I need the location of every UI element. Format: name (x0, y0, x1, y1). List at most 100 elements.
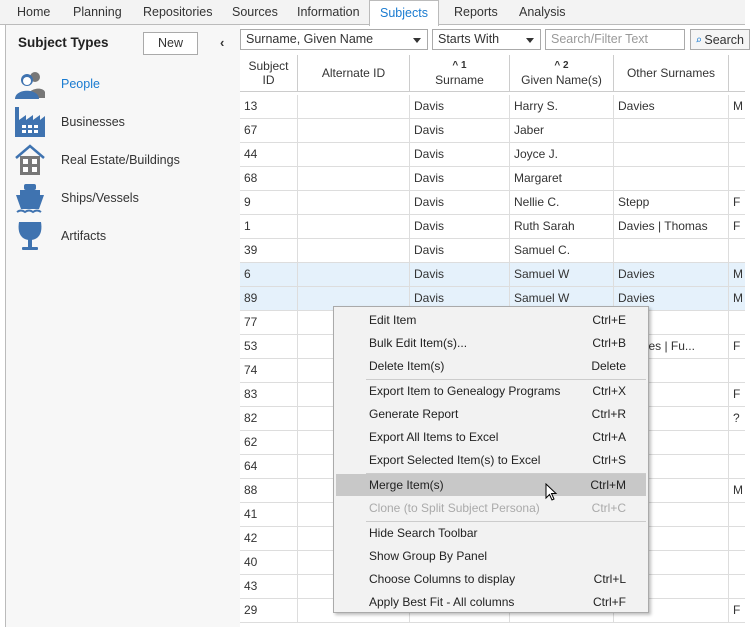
menu-item-export-selected-item-s-to-excel[interactable]: Export Selected Item(s) to Excel Ctrl+S (336, 449, 646, 471)
tab-sources[interactable]: Sources (232, 5, 278, 19)
tab-subjects[interactable]: Subjects (369, 0, 439, 26)
column-header-alternate-id[interactable]: Alternate ID (298, 55, 410, 92)
table-row[interactable]: 9 Davis Nellie C. Stepp F (240, 191, 745, 215)
sidebar-item-people[interactable]: People (14, 67, 100, 101)
table-cell (614, 359, 729, 383)
menu-item-hide-search-toolbar[interactable]: Hide Search Toolbar (336, 522, 646, 544)
menu-item-generate-report[interactable]: Generate Report Ctrl+R (336, 403, 646, 425)
menu-item-show-group-by-panel[interactable]: Show Group By Panel (336, 545, 646, 567)
table-cell: 64 (240, 455, 298, 479)
table-cell (729, 311, 745, 335)
tab-home[interactable]: Home (17, 5, 51, 19)
ribbon-tabs: Home Planning Repositories Sources Informati… (0, 0, 745, 26)
table-cell: 67 (240, 119, 298, 143)
sidebar-item-artifacts[interactable]: Artifacts (14, 219, 106, 253)
table-cell: F (729, 335, 745, 359)
column-header-extra[interactable] (729, 55, 745, 92)
menu-item-export-all-items-to-excel[interactable]: Export All Items to Excel Ctrl+A (336, 426, 646, 448)
tab-planning[interactable]: Planning (73, 5, 122, 19)
menu-separator (366, 521, 646, 522)
sidebar-item-label: People (61, 77, 100, 91)
tab-repositories[interactable]: Repositories (143, 5, 213, 19)
column-header-subject-id[interactable]: Subject ID (240, 55, 298, 92)
table-cell: Davies (614, 263, 729, 287)
menu-item-delete-item-s[interactable]: Delete Item(s) Delete (336, 355, 646, 377)
context-menu: Edit Item Ctrl+E Bulk Edit Item(s)... Ctrl+… (333, 306, 649, 613)
table-cell: Joyce J. (510, 143, 614, 167)
table-cell (298, 143, 410, 167)
menu-item-merge-item-s[interactable]: Merge Item(s) Ctrl+M (336, 474, 646, 496)
menu-item-label: Export Selected Item(s) to Excel (369, 453, 541, 467)
table-row[interactable]: 67 Davis Jaber (240, 119, 745, 143)
new-button[interactable]: New (143, 32, 198, 55)
column-header-surname[interactable]: ^ 1 Surname (410, 55, 510, 92)
table-cell: F (729, 215, 745, 239)
table-cell: 88 (240, 479, 298, 503)
menu-item-label: Apply Best Fit - All columns (369, 595, 515, 609)
menu-item-apply-best-fit-all-columns[interactable]: Apply Best Fit - All columns Ctrl+F (336, 591, 646, 613)
menu-item-edit-item[interactable]: Edit Item Ctrl+E (336, 309, 646, 331)
column-header-label: Other Surnames (626, 66, 716, 80)
table-cell (298, 95, 410, 119)
menu-item-clone-to-split-subject-persona: Clone (to Split Subject Persona) Ctrl+C (336, 497, 646, 519)
menu-item-label: Merge Item(s) (369, 478, 444, 492)
search-mode-value: Starts With (438, 32, 500, 46)
table-row[interactable]: 39 Davis Samuel C. (240, 239, 745, 263)
sidebar-item-businesses[interactable]: Businesses (14, 105, 125, 139)
table-cell: 29 (240, 599, 298, 623)
table-cell: 53 (240, 335, 298, 359)
table-cell: F (729, 191, 745, 215)
table-row[interactable]: 44 Davis Joyce J. (240, 143, 745, 167)
table-cell (298, 119, 410, 143)
table-cell: M (729, 263, 745, 287)
menu-item-export-item-to-genealogy-programs[interactable]: Export Item to Genealogy Programs Ctrl+X (336, 380, 646, 402)
search-field-dropdown[interactable]: Surname, Given Name (240, 29, 428, 50)
table-cell: 44 (240, 143, 298, 167)
sidebar-item-ships-vessels[interactable]: Ships/Vessels (14, 181, 139, 215)
search-mode-dropdown[interactable]: Starts With (432, 29, 541, 50)
collapse-panel-button[interactable]: ‹ (220, 35, 225, 50)
tab-analysis[interactable]: Analysis (519, 5, 566, 19)
menu-item-shortcut: Ctrl+B (592, 336, 626, 350)
search-input[interactable]: Search/Filter Text (545, 29, 685, 50)
table-cell (298, 263, 410, 287)
column-header-other-surnames[interactable]: Other Surnames (614, 55, 729, 92)
menu-item-shortcut: Ctrl+C (591, 501, 626, 515)
table-cell: Davies (614, 287, 729, 311)
table-cell: 74 (240, 359, 298, 383)
tab-reports[interactable]: Reports (454, 5, 498, 19)
sort-indicator: ^ 1 (452, 60, 467, 71)
table-cell: 42 (240, 527, 298, 551)
table-cell (729, 431, 745, 455)
menu-item-label: Bulk Edit Item(s)... (369, 336, 468, 350)
search-button[interactable]: Search (690, 29, 750, 50)
table-cell: Davis (410, 215, 510, 239)
table-cell: Samuel W (510, 263, 614, 287)
table-row[interactable]: 13 Davis Harry S. Davies M (240, 95, 745, 119)
table-row[interactable]: 1 Davis Ruth Sarah Davies | Thomas F (240, 215, 745, 239)
tab-information[interactable]: Information (297, 5, 360, 19)
menu-item-label: Delete Item(s) (369, 359, 445, 373)
menu-separator (366, 473, 646, 474)
table-row[interactable]: 6 Davis Samuel W Davies M (240, 263, 745, 287)
table-cell (614, 455, 729, 479)
menu-item-choose-columns-to-display[interactable]: Choose Columns to display Ctrl+L (336, 568, 646, 590)
table-cell (614, 431, 729, 455)
sidebar-item-real-estate-buildings[interactable]: Real Estate/Buildings (14, 143, 180, 177)
table-row[interactable]: 68 Davis Margaret (240, 167, 745, 191)
table-cell: Nellie C. (510, 191, 614, 215)
table-cell (614, 239, 729, 263)
menu-item-label: Choose Columns to display (369, 572, 516, 586)
sidebar-item-label: Artifacts (61, 229, 107, 243)
table-cell (729, 167, 745, 191)
search-icon (696, 37, 702, 42)
table-cell (614, 599, 729, 623)
table-cell: 13 (240, 95, 298, 119)
table-cell: Stepp (614, 191, 729, 215)
sidebar-item-label: Real Estate/Buildings (61, 153, 180, 167)
table-cell (729, 527, 745, 551)
menu-item-bulk-edit-item-s[interactable]: Bulk Edit Item(s)... Ctrl+B (336, 332, 646, 354)
table-cell (298, 167, 410, 191)
column-header-given-name-s-[interactable]: ^ 2 Given Name(s) (510, 55, 614, 92)
menu-item-label: Hide Search Toolbar (369, 526, 478, 540)
